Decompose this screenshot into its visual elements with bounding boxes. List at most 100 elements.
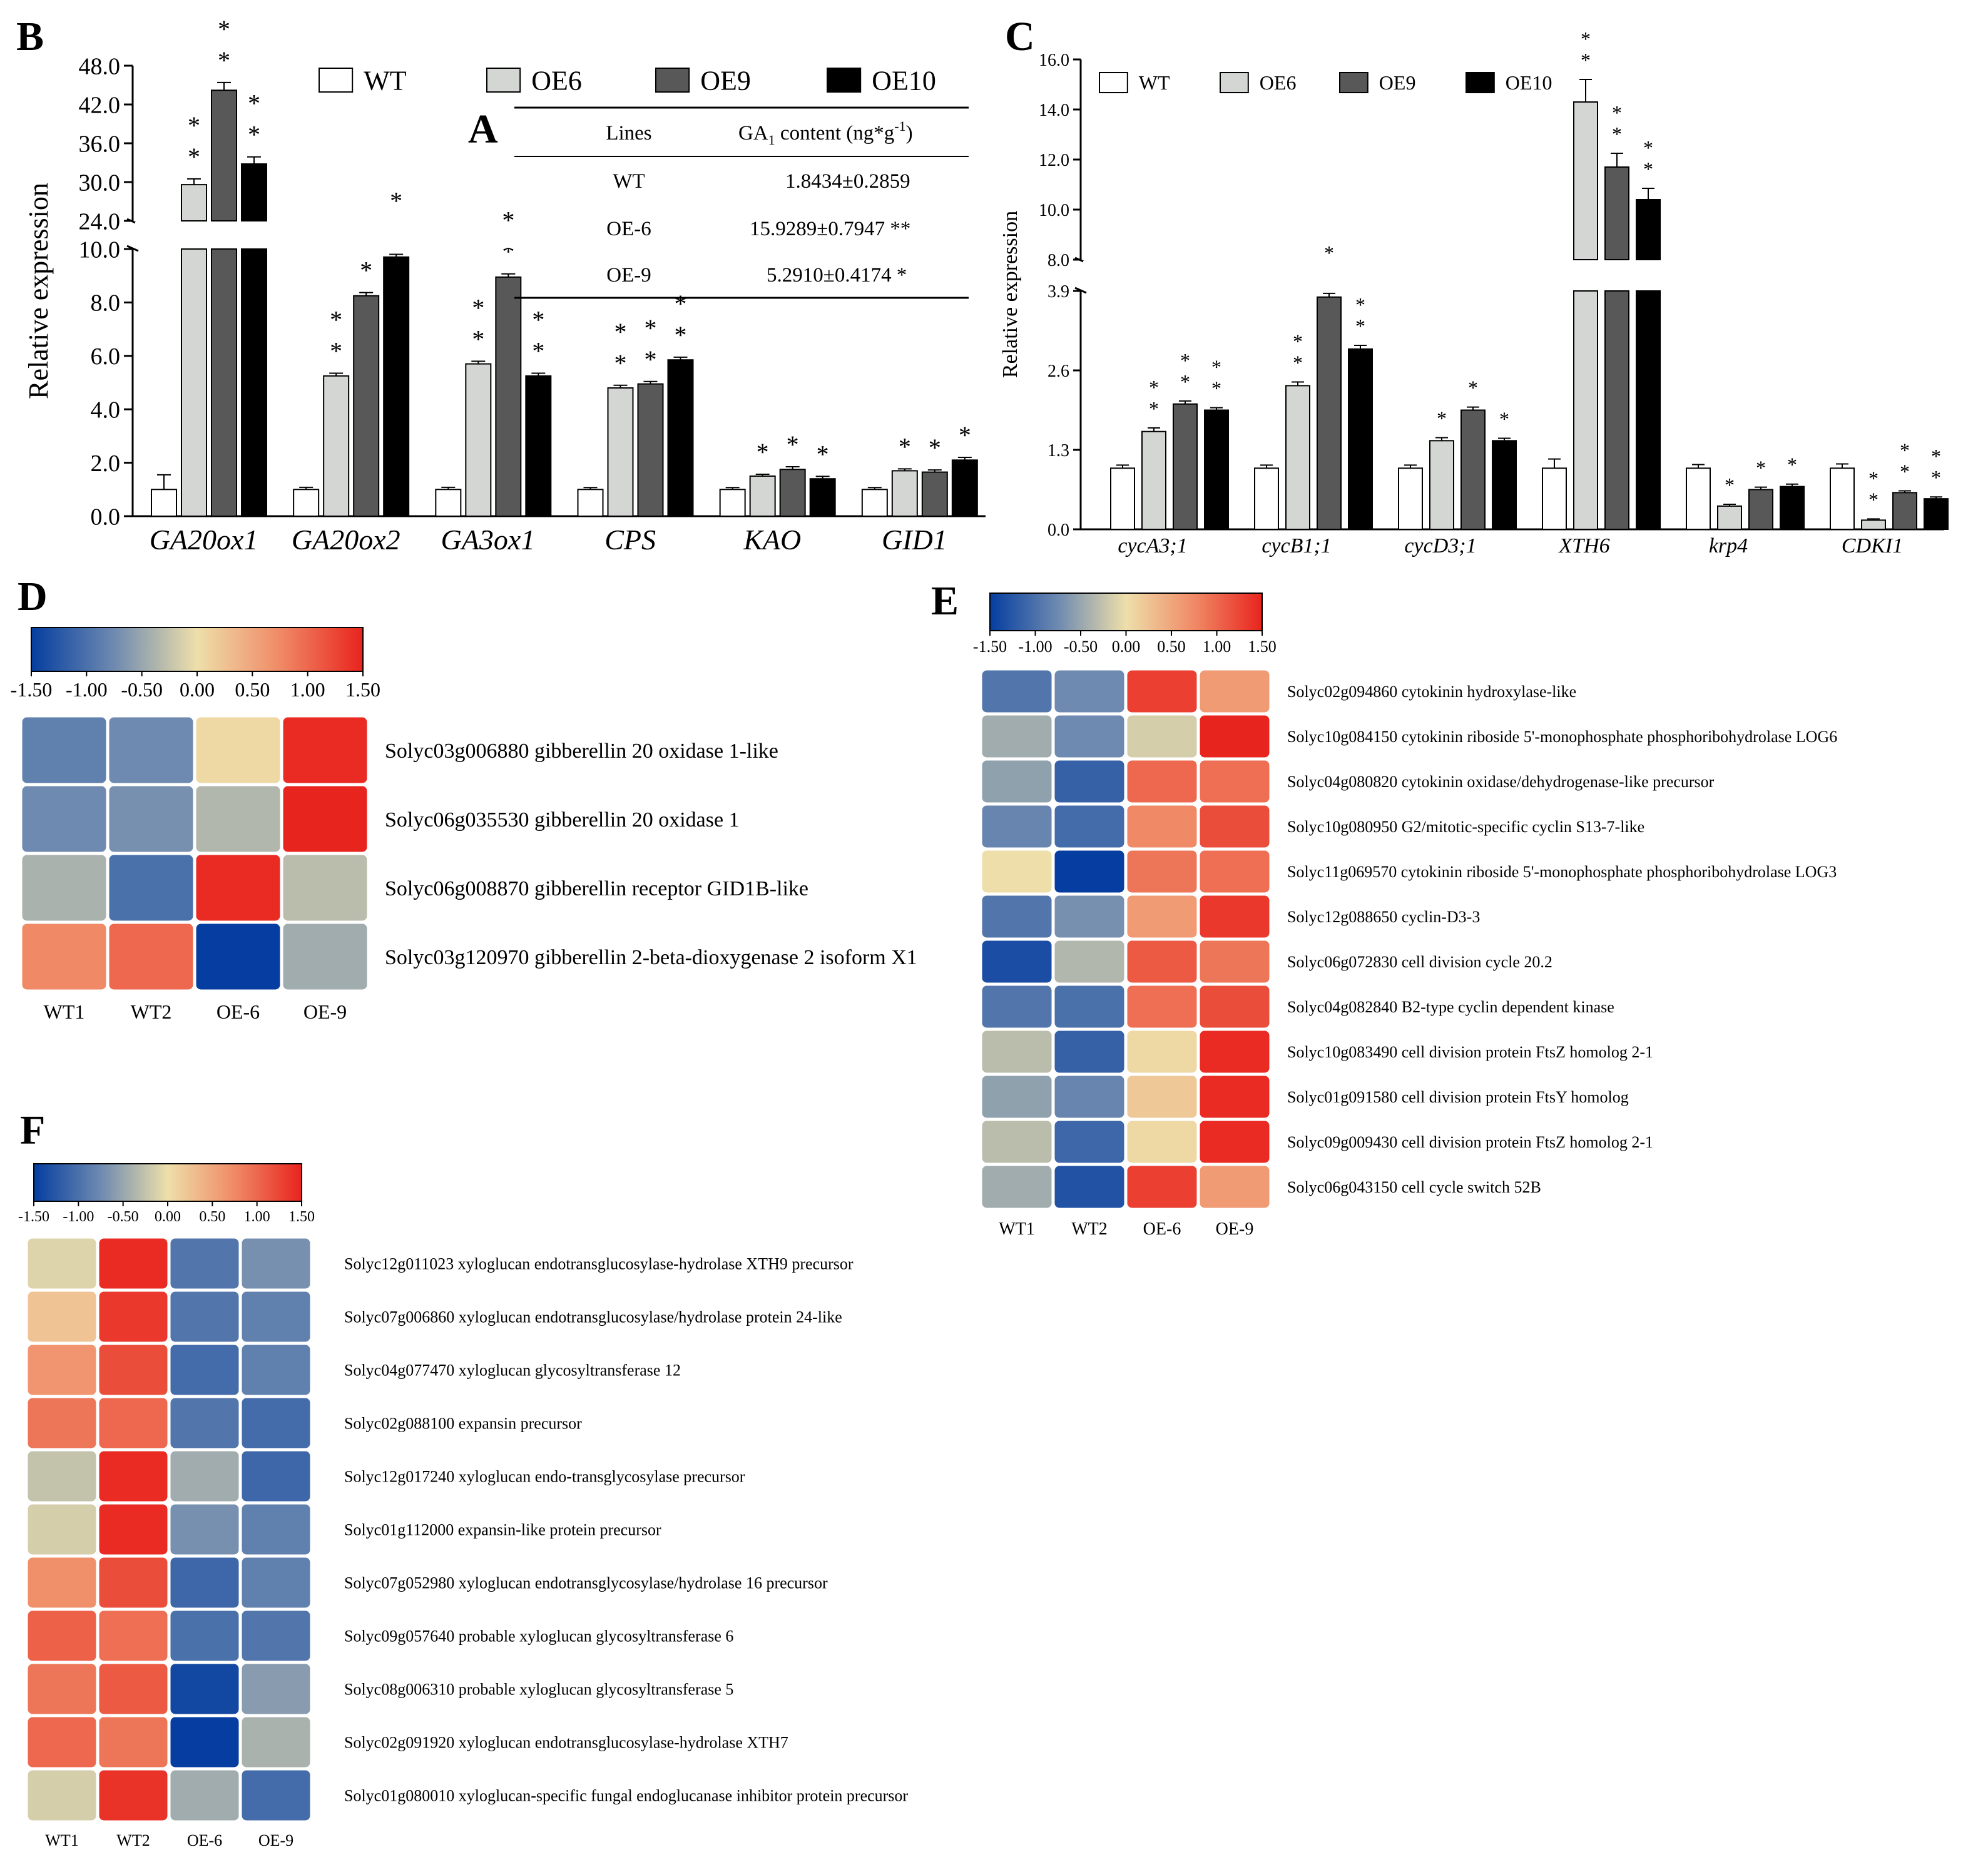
- legend-swatch-oe6: [486, 68, 521, 93]
- legend-label: OE9: [1379, 71, 1416, 94]
- column-label: WT1: [45, 1831, 78, 1849]
- heatmap-d: -1.50 -1.00 -0.50 0.00 0.50 1.00 1.50 Solyc03g0…: [11, 627, 917, 1023]
- category-label: GA3ox1: [441, 524, 536, 556]
- panel-label-f: F: [20, 1107, 45, 1153]
- significance-star: *: [675, 290, 687, 318]
- row-label: Solyc12g017240 xyloglucan endo-transglyc…: [344, 1468, 745, 1486]
- y-axis-label: Relative expression: [23, 183, 54, 399]
- bar-oe9: [1604, 290, 1629, 530]
- bar-wt: [1398, 467, 1423, 530]
- y-tick-label: 16.0: [1039, 51, 1069, 70]
- bar-wt: [435, 489, 462, 517]
- heatmap-cell: [1126, 1030, 1198, 1074]
- bar-oe6: [1573, 290, 1598, 530]
- heatmap-cell: [1054, 850, 1125, 893]
- color-scale-label: 0.50: [1157, 638, 1186, 656]
- heatmap-cell: [241, 1557, 311, 1609]
- row-label: Solyc02g094860 cytokinin hydroxylase-lik…: [1287, 683, 1576, 701]
- significance-star: *: [472, 293, 484, 322]
- legend-label: OE9: [700, 65, 751, 96]
- heatmap-cell: [1126, 715, 1198, 758]
- heatmap-cell: [282, 785, 368, 853]
- bar-oe6: [1717, 505, 1742, 531]
- color-scale-label: -0.50: [108, 1209, 139, 1225]
- ga1-content-table: Lines GA1 content (ng*g-1) WT 1.8434±0.2…: [514, 106, 969, 299]
- heatmap-cell: [98, 1610, 168, 1662]
- category-label: cycD3;1: [1404, 534, 1476, 557]
- y-tick-label: 30.0: [79, 170, 121, 196]
- bar-oe9: [495, 276, 522, 517]
- heatmap-cell: [27, 1344, 97, 1396]
- heatmap-cell: [1126, 895, 1198, 939]
- color-scale-label: 1.00: [244, 1209, 270, 1225]
- heatmap-cell: [27, 1503, 97, 1555]
- heatmap-f: -1.50 -1.00 -0.50 0.00 0.50 1.00 1.50 Solyc12g0…: [18, 1163, 908, 1849]
- significance-star: *: [614, 349, 627, 377]
- significance-star: *: [218, 15, 230, 43]
- heatmap-cell: [1054, 760, 1125, 803]
- significance-star: *: [1868, 488, 1878, 511]
- y-tick-label: 10.0: [79, 237, 121, 263]
- significance-star: *: [248, 89, 260, 118]
- bar-oe6: [891, 470, 918, 517]
- heatmap-cell: [241, 1663, 311, 1715]
- bar-oe10: [1204, 409, 1229, 530]
- color-scale-bar: [31, 627, 364, 672]
- table-row-value: 5.2910±0.4174 *: [767, 264, 907, 287]
- significance-star: *: [390, 187, 402, 215]
- bar-oe9: [1317, 296, 1342, 530]
- heatmap-cell: [981, 760, 1053, 803]
- heatmap-cell: [1054, 805, 1125, 848]
- significance-star: *: [188, 111, 200, 140]
- heatmap-cell: [1199, 985, 1270, 1029]
- heatmap-cell: [1199, 895, 1270, 939]
- heatmap-cell: [98, 1557, 168, 1609]
- panel-b-bar-chart: 0.0 2.0 4.0 6.0 8.0 10.024.0 30.0 36.0 42.0 48.0 R…: [23, 15, 988, 556]
- bar-oe9: [1460, 409, 1486, 530]
- heatmap-cell: [170, 1291, 240, 1343]
- y-tick-label: 12.0: [1039, 151, 1069, 170]
- heatmap-cell: [170, 1344, 240, 1396]
- heatmap-cell: [1199, 1120, 1270, 1164]
- table-row-line: OE-6: [606, 218, 651, 240]
- bar-wt: [861, 489, 888, 517]
- heatmap-cell: [108, 923, 194, 990]
- row-label: Solyc09g009430 cell division protein Fts…: [1287, 1133, 1653, 1151]
- color-scale-label: 1.50: [1248, 638, 1277, 656]
- heatmap-cell: [1199, 850, 1270, 893]
- legend-swatch-oe6: [1220, 72, 1249, 93]
- significance-star: *: [645, 345, 657, 374]
- y-tick-label: 42.0: [79, 92, 121, 118]
- significance-star: *: [1149, 376, 1159, 399]
- bar-oe6-upper: [1573, 101, 1598, 260]
- heatmap-cell: [98, 1769, 168, 1821]
- color-scale-label: 1.00: [290, 678, 325, 701]
- significance-star: *: [532, 337, 544, 365]
- column-label: OE-9: [258, 1831, 293, 1849]
- heatmap-cell: [1054, 1075, 1125, 1119]
- heatmap-cell: [1054, 669, 1125, 713]
- table-header-ga-subscript: 1: [768, 132, 775, 148]
- heatmap-cell: [98, 1397, 168, 1449]
- bar-oe9: [211, 248, 237, 517]
- heatmap-cell: [21, 854, 107, 922]
- category-label: KAO: [743, 524, 801, 556]
- category-label: cycB1;1: [1262, 534, 1331, 557]
- color-scale-label: -0.50: [121, 678, 163, 701]
- heatmap-cell: [170, 1716, 240, 1768]
- significance-star: *: [330, 337, 342, 365]
- heatmap-cell: [27, 1716, 97, 1768]
- heatmap-cell: [27, 1557, 97, 1609]
- table-row-value: 1.8434±0.2859: [785, 170, 910, 193]
- heatmap-cell: [1054, 985, 1125, 1029]
- row-label: Solyc10g083490 cell division protein Fts…: [1287, 1043, 1653, 1061]
- bar-oe10-upper: [241, 163, 267, 222]
- heatmap-cell: [981, 940, 1053, 984]
- panel-c-plot-area: 0.0 1.3 2.6 3.9 8.0 10.0 12.0 14.0 16.0 Relative …: [999, 28, 1949, 557]
- heatmap-cell: [981, 715, 1053, 758]
- row-label: Solyc08g006310 probable xyloglucan glyco…: [344, 1681, 733, 1699]
- bar-oe10: [525, 375, 552, 517]
- heatmap-cell: [170, 1557, 240, 1609]
- color-scale-label: -1.00: [66, 678, 108, 701]
- heatmap-cell: [241, 1344, 311, 1396]
